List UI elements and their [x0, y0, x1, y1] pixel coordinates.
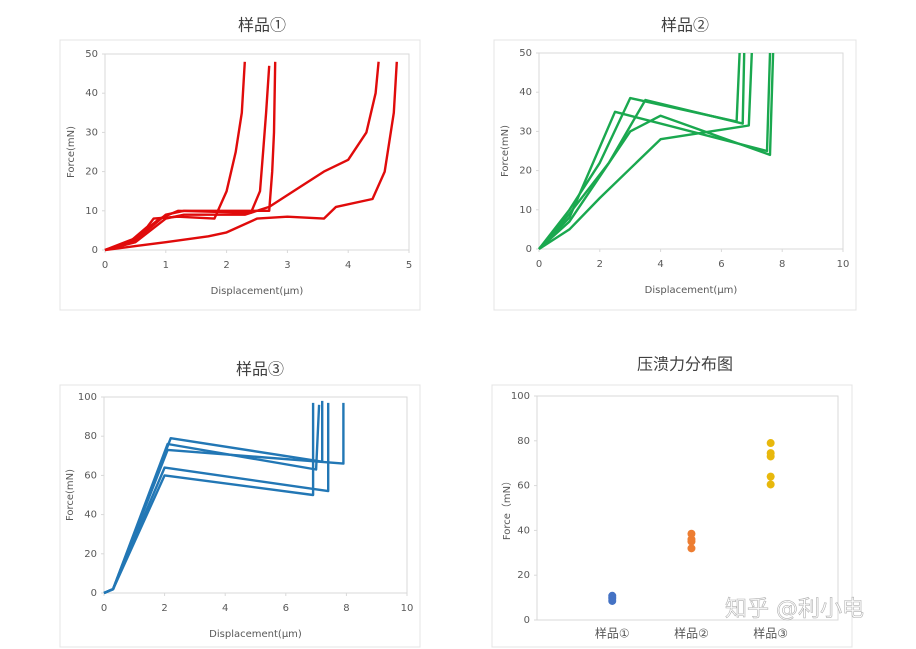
- y-axis-label: Force(mN): [500, 125, 511, 177]
- y-tick-label: 60: [517, 481, 530, 492]
- y-tick-label: 0: [91, 588, 97, 599]
- y-tick-label: 100: [78, 392, 97, 403]
- x-axis-label: Displacement(μm): [645, 285, 738, 296]
- x-tick-label: 4: [345, 260, 351, 271]
- y-tick-label: 80: [517, 436, 530, 447]
- x-tick-label: 10: [837, 259, 850, 270]
- data-line: [104, 65, 271, 252]
- chart-frame: [491, 384, 853, 648]
- plot-area: [104, 53, 410, 251]
- data-point: [766, 472, 775, 481]
- data-point: [766, 449, 775, 458]
- y-tick-label: 0: [524, 615, 530, 626]
- x-tick-label: 0: [101, 603, 107, 614]
- data-point: [766, 480, 775, 489]
- data-line: [103, 400, 324, 595]
- chart-title: 样品③: [236, 360, 284, 379]
- data-line: [538, 52, 746, 250]
- plot-area: [536, 395, 839, 621]
- x-tick-label: 2: [161, 603, 167, 614]
- data-line: [103, 402, 345, 595]
- y-tick-label: 20: [517, 570, 530, 581]
- x-tick-label: 6: [718, 259, 724, 270]
- x-tick-label: 3: [284, 260, 290, 271]
- y-tick-label: 30: [519, 126, 532, 137]
- x-axis-label: Displacement(μm): [211, 286, 304, 297]
- y-tick-label: 80: [84, 431, 97, 442]
- y-tick-label: 20: [85, 167, 98, 178]
- data-point: [687, 535, 696, 544]
- y-tick-label: 20: [519, 166, 532, 177]
- y-tick-label: 10: [519, 205, 532, 216]
- data-point: [687, 529, 696, 538]
- y-tick-label: 30: [85, 127, 98, 138]
- y-tick-label: 50: [85, 49, 98, 60]
- x-tick-label: 4: [657, 259, 663, 270]
- data-line: [104, 61, 398, 252]
- data-point: [608, 591, 617, 600]
- y-tick-label: 10: [85, 206, 98, 217]
- x-tick-label: 样品③: [753, 626, 788, 641]
- x-tick-label: 5: [406, 260, 412, 271]
- chart-title: 样品①: [238, 16, 286, 35]
- x-tick-label: 样品②: [674, 626, 709, 641]
- x-tick-label: 6: [283, 603, 289, 614]
- plot-area: [103, 396, 408, 594]
- data-line: [538, 52, 772, 250]
- y-axis-label: Force（mN）: [501, 476, 513, 540]
- y-tick-label: 100: [511, 391, 530, 402]
- data-line: [104, 61, 246, 252]
- y-tick-label: 0: [92, 245, 98, 256]
- data-line: [538, 52, 753, 251]
- x-tick-label: 8: [779, 259, 785, 270]
- data-line: [104, 61, 277, 252]
- data-line: [103, 404, 321, 595]
- data-line: [104, 61, 380, 252]
- data-line: [103, 402, 315, 595]
- x-tick-label: 0: [102, 260, 108, 271]
- x-tick-label: 10: [401, 603, 414, 614]
- y-tick-label: 20: [84, 549, 97, 560]
- chart-frame: [493, 39, 857, 311]
- y-tick-label: 40: [519, 87, 532, 98]
- data-line: [538, 52, 741, 250]
- y-tick-label: 40: [517, 525, 530, 536]
- chart-frame: [59, 39, 421, 311]
- y-tick-label: 0: [526, 244, 532, 255]
- y-tick-label: 60: [84, 470, 97, 481]
- y-axis-label: Force(mN): [66, 126, 77, 178]
- x-tick-label: 0: [536, 259, 542, 270]
- data-point: [687, 544, 696, 553]
- data-point: [766, 439, 775, 448]
- x-axis-label: Displacement(μm): [209, 629, 302, 640]
- watermark: 知乎 @利小电: [725, 597, 864, 622]
- data-line: [538, 52, 775, 250]
- chart-title: 压溃力分布图: [637, 355, 733, 374]
- x-tick-label: 2: [223, 260, 229, 271]
- x-tick-label: 4: [222, 603, 228, 614]
- x-tick-label: 2: [597, 259, 603, 270]
- y-tick-label: 40: [85, 88, 98, 99]
- x-tick-label: 1: [163, 260, 169, 271]
- x-tick-label: 8: [343, 603, 349, 614]
- y-axis-label: Force(mN): [65, 469, 76, 521]
- x-tick-label: 样品①: [595, 626, 630, 641]
- data-line: [103, 402, 330, 595]
- chart-title: 样品②: [661, 16, 709, 35]
- chart-frame: [59, 384, 421, 648]
- y-tick-label: 40: [84, 510, 97, 521]
- y-tick-label: 50: [519, 48, 532, 59]
- plot-area: [538, 52, 844, 250]
